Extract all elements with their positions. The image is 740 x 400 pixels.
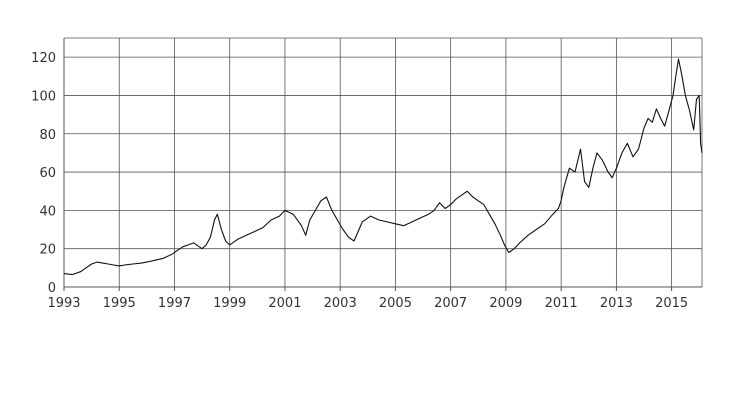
- y-tick-label: 0: [48, 281, 56, 296]
- x-tick-label: 2005: [379, 296, 412, 311]
- y-tick-label: 20: [39, 243, 56, 258]
- x-tick-label: 1993: [47, 296, 80, 311]
- y-tick-labels: 0 20 40 60 80 100 120: [31, 51, 56, 296]
- y-tick-label: 40: [39, 204, 56, 219]
- x-tick-labels: 1993 1995 1997 1999 2001 2003 2005 2007 2009 2011…: [47, 296, 688, 311]
- x-tick-label: 2015: [655, 296, 688, 311]
- x-tick-label: 2007: [434, 296, 467, 311]
- y-tick-label: 100: [31, 89, 56, 104]
- series-line: [63, 58, 703, 276]
- grid: [63, 37, 703, 288]
- x-tick-label: 2003: [324, 296, 357, 311]
- y-tick-label: 80: [39, 128, 56, 143]
- x-tick-label: 2013: [600, 296, 633, 311]
- x-tick-label: 1999: [213, 296, 246, 311]
- y-tick-label: 120: [31, 51, 56, 66]
- y-tick-label: 60: [39, 166, 56, 181]
- x-tick-label: 2009: [489, 296, 522, 311]
- series-layer: [63, 58, 703, 276]
- x-tick-label: 2001: [268, 296, 301, 311]
- x-tick-label: 1995: [103, 296, 136, 311]
- axes: [63, 38, 702, 291]
- x-tick-label: 2011: [545, 296, 578, 311]
- x-tick-label: 1997: [158, 296, 191, 311]
